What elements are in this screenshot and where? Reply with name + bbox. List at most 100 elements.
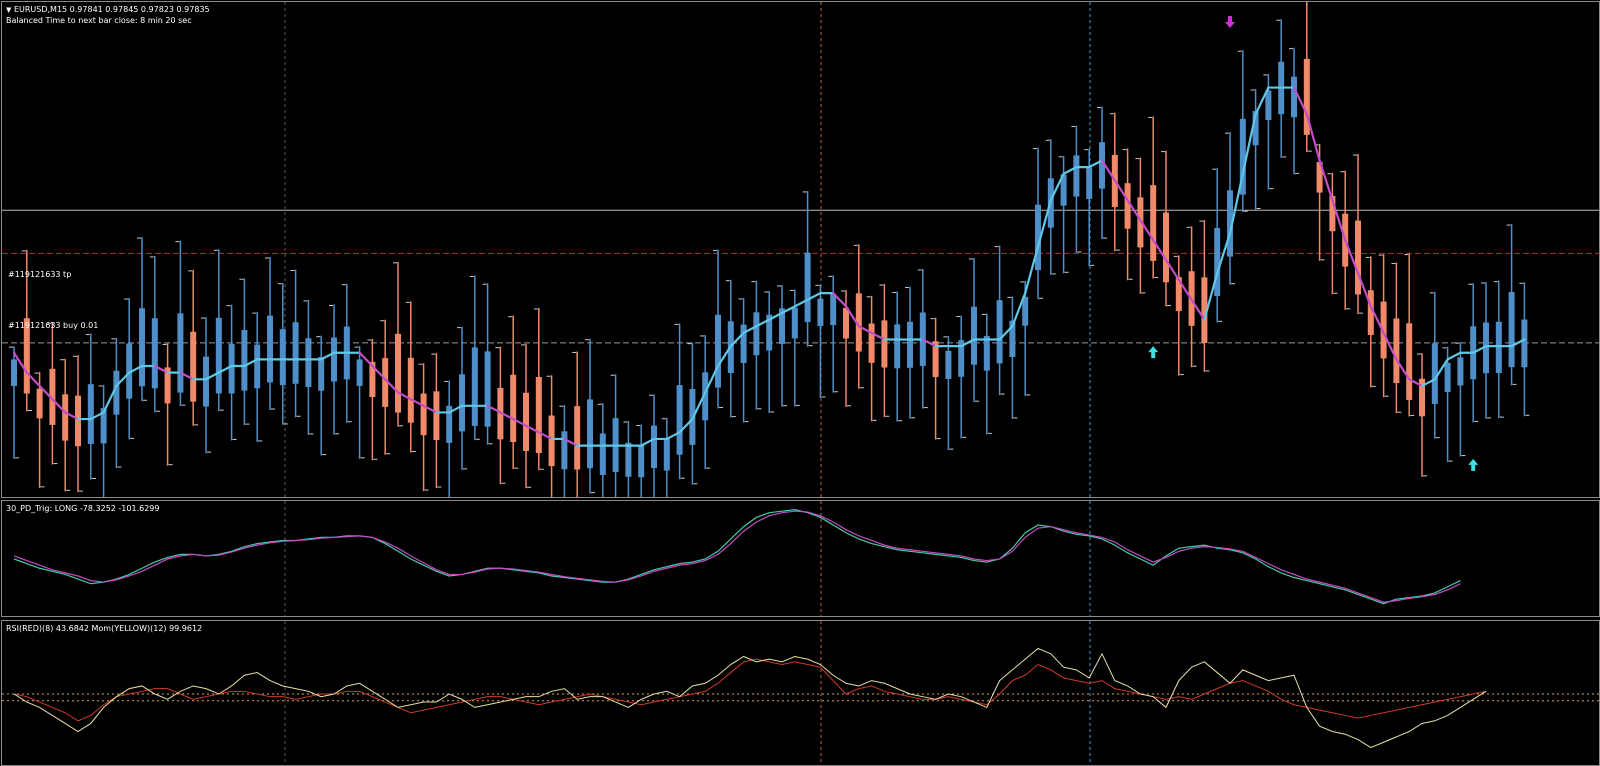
candle-body — [1265, 90, 1272, 120]
ma-segment — [64, 411, 80, 421]
candle-body — [100, 408, 107, 444]
candle-body — [599, 433, 606, 475]
candle-body — [881, 320, 888, 368]
candle-body — [843, 307, 849, 339]
candle-body — [369, 361, 376, 398]
candle-body — [484, 351, 491, 427]
candle-body — [676, 385, 683, 455]
ma-segment — [1254, 86, 1270, 116]
ma-segment — [1164, 258, 1180, 281]
ma-segment — [25, 371, 41, 388]
rsi-mom-title: RSI(RED)(8) 43.6842 Mom(YELLOW)(12) 99.9… — [6, 624, 203, 633]
candle-body — [1393, 318, 1400, 384]
ma-segment — [115, 371, 131, 388]
price-chart-canvas[interactable] — [2, 2, 1599, 497]
ma-segment — [422, 404, 438, 414]
ma-segment — [499, 411, 515, 421]
ma-segment — [204, 371, 220, 381]
candle-body — [23, 318, 30, 394]
ma-segment — [1216, 232, 1232, 275]
ma-segment — [832, 291, 848, 308]
candle-body — [971, 306, 977, 365]
candle-body — [638, 444, 645, 478]
ma-segment — [1318, 159, 1334, 202]
ma-segment — [243, 358, 259, 368]
ma-segment — [691, 391, 707, 421]
pd-trig-canvas[interactable] — [2, 501, 1599, 616]
ma-segment — [1152, 238, 1168, 262]
buy-arrow-icon — [1148, 346, 1159, 359]
rsi-mom-canvas[interactable] — [2, 621, 1599, 765]
rsi-mom-indicator-pane[interactable]: RSI(RED)(8) 43.6842 Mom(YELLOW)(12) 99.9… — [1, 620, 1600, 766]
candle-body — [817, 298, 824, 327]
candle-body — [215, 317, 222, 394]
candle-body — [740, 324, 747, 364]
candle-body — [1252, 111, 1259, 146]
candle-body — [779, 308, 785, 344]
candle-body — [855, 293, 862, 352]
ma-segment — [512, 417, 528, 427]
candle-body — [75, 395, 81, 447]
ma-segment — [1382, 331, 1398, 361]
candle-body — [331, 337, 337, 382]
pd-trig-slow-line — [13, 510, 1461, 603]
collapse-triangle-icon[interactable]: ▼ — [6, 6, 12, 14]
ma-segment — [870, 331, 886, 341]
ma-segment — [179, 371, 195, 381]
candle-body — [190, 331, 197, 402]
candle-body — [177, 313, 184, 393]
candle-body — [894, 324, 901, 369]
pd-trig-indicator-pane[interactable]: 30_PD_Trig: LONG -78.3252 -101.6299 — [1, 500, 1600, 617]
candle-body — [1316, 161, 1323, 193]
ma-segment — [102, 384, 118, 414]
ma-segment — [358, 351, 374, 368]
candle-body — [126, 343, 133, 399]
candle-body — [267, 315, 273, 383]
symbol-info: ▼ EURUSD,M15 0.97841 0.97845 0.97823 0.9… — [6, 5, 210, 15]
candle-body — [433, 391, 440, 441]
ma-segment — [755, 318, 771, 328]
candle-body — [1419, 378, 1425, 417]
pd-trig-fast-line — [13, 509, 1461, 605]
candle-body — [1291, 76, 1297, 118]
candle-body — [625, 442, 632, 477]
candle-body — [868, 323, 875, 363]
ma-segment — [665, 431, 681, 441]
candle-body — [1009, 320, 1016, 357]
candle-body — [318, 357, 325, 391]
candle-body — [1444, 362, 1451, 392]
ma-segment — [960, 338, 976, 348]
ma-segment — [1203, 272, 1219, 321]
ma-segment — [217, 364, 233, 374]
ma-segment — [89, 411, 105, 421]
ma-segment — [320, 351, 336, 361]
ma-segment — [1228, 172, 1244, 235]
ma-segment — [1062, 166, 1078, 175]
candle-body — [1086, 167, 1093, 200]
candle-body — [907, 321, 913, 368]
ma-segment — [128, 364, 144, 374]
ma-segment — [1088, 159, 1104, 169]
ma-segment — [1100, 159, 1116, 182]
candle-body — [1508, 292, 1515, 368]
candle-body — [382, 358, 389, 407]
ma-segment — [780, 305, 796, 315]
candle-body — [279, 329, 286, 386]
candle-body — [164, 367, 171, 404]
tp-order-label: #119121633 tp — [8, 270, 72, 279]
ma-segment — [1510, 338, 1526, 348]
candle-body — [1060, 174, 1067, 206]
ma-segment — [153, 364, 169, 374]
candle-body — [1431, 343, 1438, 404]
ma-segment — [537, 431, 553, 441]
ma-segment — [409, 398, 425, 407]
ma-segment — [51, 398, 67, 414]
candle-body — [1099, 142, 1105, 189]
candle-body — [753, 312, 760, 356]
ma-segment — [1177, 278, 1193, 301]
ma-segment — [1113, 179, 1129, 202]
candle-body — [36, 388, 43, 419]
ma-segment — [1369, 305, 1385, 334]
price-chart-pane[interactable]: ▼ EURUSD,M15 0.97841 0.97845 0.97823 0.9… — [1, 1, 1600, 498]
ma-segment — [1356, 272, 1372, 308]
